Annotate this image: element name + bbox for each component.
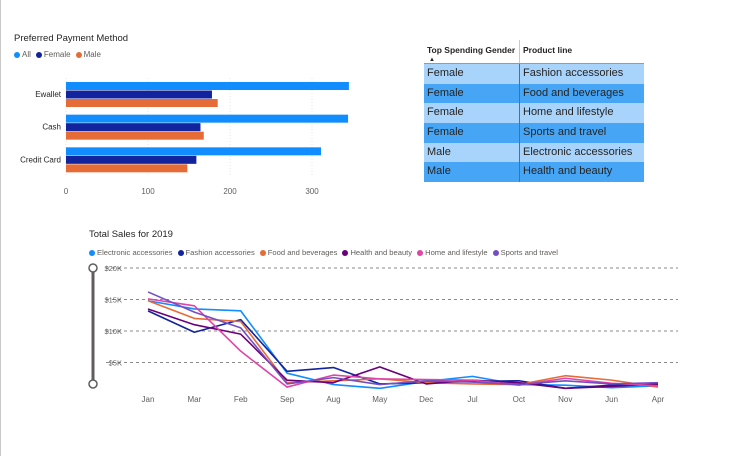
bar[interactable] — [66, 82, 349, 90]
bar[interactable] — [66, 90, 212, 99]
x-tick-label: Nov — [558, 395, 572, 404]
series-line[interactable] — [147, 291, 659, 386]
legend-dot — [492, 249, 499, 256]
column-header-gender[interactable]: Top Spending Gender — [424, 40, 520, 63]
series-line[interactable] — [147, 299, 659, 390]
x-tick-label: Sep — [280, 395, 295, 404]
canvas-left-border — [0, 0, 1, 456]
cell-product-line: Fashion accessories — [523, 67, 624, 79]
legend-dot — [259, 249, 266, 256]
legend-item-electronic-accessories[interactable]: Electronic accessories — [89, 248, 173, 257]
x-tick-label: Aug — [326, 395, 340, 404]
legend-dot — [35, 51, 42, 58]
series-line[interactable] — [147, 300, 659, 388]
y-tick-label: $20K — [104, 264, 122, 273]
legend-label: Health and beauty — [350, 248, 413, 257]
legend-dot — [342, 249, 349, 256]
payment-method-bar-chart[interactable]: Preferred Payment Method All Female Male… — [8, 26, 368, 206]
cell-gender: Female — [424, 123, 520, 143]
y-tick-label: $5K — [109, 359, 122, 368]
bar[interactable] — [66, 147, 322, 156]
x-tick-label: May — [372, 395, 387, 404]
x-tick-label: Jul — [467, 395, 477, 404]
bar-chart-plot: 0 100 200 300 Ewallet Cash Credit Card — [20, 78, 349, 196]
legend-label: Home and lifestyle — [425, 248, 488, 257]
line-chart-legend: Electronic accessories Fashion accessori… — [89, 248, 563, 257]
legend-label: Female — [43, 50, 71, 59]
zoom-slider-handle-bottom[interactable] — [88, 379, 98, 389]
cell-product-line: Food and beverages — [523, 86, 624, 99]
bar[interactable] — [66, 131, 204, 140]
cell-product-line: Electronic accessories — [523, 145, 633, 158]
series-line[interactable] — [147, 308, 659, 390]
table-row[interactable]: Female Fashion accessories — [424, 64, 644, 84]
column-header-product-line[interactable]: Product line — [523, 45, 573, 55]
zoom-slider-handle-top[interactable] — [88, 263, 98, 273]
line-chart-plot: $5K $10K $15K $20K Jan Mar Feb Sep Aug May Dec Jul O… — [88, 263, 678, 404]
legend-label: Fashion accessories — [185, 248, 255, 257]
line-chart-title: Total Sales for 2019 — [89, 229, 173, 240]
y-tick-label: $15K — [104, 296, 122, 305]
x-tick-label: 200 — [223, 187, 237, 196]
top-spending-table[interactable]: Top Spending Gender Product line ▲ Femal… — [424, 40, 644, 183]
x-tick-label: Jun — [605, 395, 618, 404]
legend-item-female[interactable]: Female — [35, 50, 71, 59]
y-tick-label: $10K — [104, 327, 122, 336]
x-tick-label: Dec — [419, 395, 433, 404]
cell-product-line: Home and lifestyle — [523, 106, 614, 119]
bar[interactable] — [66, 123, 201, 132]
table-row[interactable]: Female Food and beverages — [424, 83, 644, 104]
legend-item-food-and-beverages[interactable]: Food and beverages — [259, 248, 338, 257]
x-tick-label: Mar — [187, 395, 201, 404]
x-tick-label: Jan — [142, 395, 155, 404]
legend-dot — [177, 249, 184, 256]
legend-item-sports-and-travel[interactable]: Sports and travel — [492, 248, 558, 257]
legend-dot — [417, 249, 424, 256]
cell-gender: Female — [424, 64, 520, 84]
legend-dot — [14, 51, 20, 58]
total-sales-line-chart[interactable]: Total Sales for 2019 Electronic accessor… — [84, 222, 684, 412]
bar[interactable] — [66, 99, 218, 107]
legend-item-health-and-beauty[interactable]: Health and beauty — [342, 248, 412, 257]
legend-label: All — [22, 50, 31, 59]
x-tick-label: Apr — [652, 395, 665, 404]
legend-item-home-and-lifestyle[interactable]: Home and lifestyle — [417, 248, 488, 257]
bar[interactable] — [66, 164, 188, 173]
table-row[interactable]: Female Sports and travel — [424, 123, 644, 143]
x-tick-label: Oct — [513, 395, 526, 404]
legend-label: Sports and travel — [500, 248, 558, 257]
legend-label: Food and beverages — [267, 248, 338, 257]
bar[interactable] — [66, 155, 197, 164]
series-line[interactable] — [147, 298, 659, 388]
legend-label: Electronic accessories — [97, 248, 173, 257]
cell-gender: Female — [424, 103, 520, 124]
table-row[interactable]: Male Health and beauty — [424, 162, 644, 183]
cell-product-line: Sports and travel — [523, 126, 607, 139]
legend-label: Male — [83, 50, 101, 59]
legend-item-fashion-accessories[interactable]: Fashion accessories — [177, 248, 255, 257]
bar-chart-title: Preferred Payment Method — [14, 33, 129, 44]
cell-gender: Female — [424, 83, 520, 104]
category-label: Ewallet — [35, 90, 62, 99]
table-header: Top Spending Gender Product line ▲ — [424, 40, 644, 64]
category-label: Credit Card — [20, 155, 61, 164]
cell-gender: Male — [424, 142, 520, 163]
cell-gender: Male — [424, 162, 520, 183]
bar-chart-legend: All Female Male — [14, 50, 106, 59]
sort-ascending-icon[interactable]: ▲ — [429, 57, 435, 63]
cell-product-line: Health and beauty — [523, 165, 613, 178]
table-row[interactable]: Male Electronic accessories — [424, 142, 644, 163]
x-tick-label: 100 — [141, 187, 155, 196]
x-tick-label: 300 — [305, 187, 319, 196]
legend-item-male[interactable]: Male — [75, 50, 101, 59]
bar[interactable] — [66, 114, 349, 123]
legend-dot — [75, 51, 82, 58]
x-tick-label: 0 — [64, 187, 69, 196]
table-row[interactable]: Female Home and lifestyle — [424, 103, 644, 124]
category-label: Cash — [42, 123, 61, 132]
x-tick-label: Feb — [234, 395, 248, 404]
legend-dot — [89, 249, 95, 256]
legend-item-all[interactable]: All — [14, 50, 31, 59]
table-body: Female Fashion accessories Female Food and … — [424, 64, 644, 183]
